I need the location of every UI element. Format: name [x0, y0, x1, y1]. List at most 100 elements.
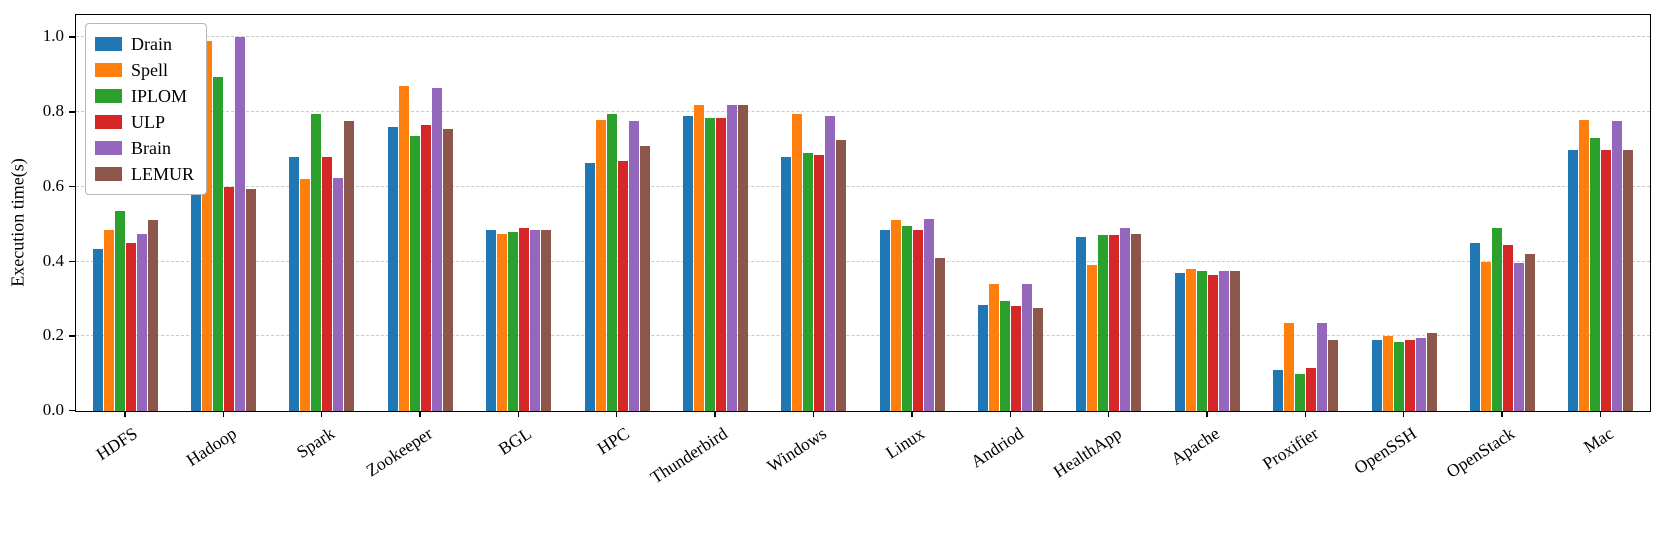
- bar-lemur-thunderbird: [737, 104, 748, 411]
- bar-brain-andriod: [1022, 283, 1033, 411]
- bar-iplom-proxifier: [1295, 373, 1306, 411]
- legend-swatch-icon: [95, 63, 122, 77]
- legend-item-iplom: IPLOM: [95, 83, 194, 109]
- bar-lemur-openstack: [1524, 254, 1535, 411]
- bar-iplom-openstack: [1491, 227, 1502, 411]
- bar-spell-apache: [1185, 269, 1196, 411]
- bar-brain-hpc: [628, 121, 639, 411]
- y-tick-mark: [69, 260, 75, 262]
- gridline: [76, 335, 1650, 337]
- bar-drain-hpc: [584, 162, 595, 411]
- bar-drain-mac: [1568, 149, 1579, 411]
- bar-iplom-thunderbird: [704, 117, 715, 411]
- y-tick-label: 0.4: [42, 250, 64, 270]
- legend-label: ULP: [131, 112, 166, 132]
- bar-spell-hadoop: [202, 41, 213, 411]
- x-tick-mark: [1009, 411, 1011, 417]
- legend: Drain Spell IPLOM ULP Brain LEMUR: [85, 23, 207, 195]
- bar-brain-windows: [825, 115, 836, 411]
- x-tick-label-openssh: OpenSSH: [1350, 423, 1420, 478]
- x-tick-mark: [812, 411, 815, 417]
- bar-drain-zookeeper: [387, 127, 398, 411]
- bar-spell-bgl: [497, 233, 508, 411]
- legend-swatch-icon: [95, 115, 122, 129]
- legend-label: Spell: [131, 60, 169, 80]
- legend-item-drain: Drain: [95, 31, 194, 57]
- bar-brain-healthapp: [1120, 227, 1131, 411]
- bar-lemur-apache: [1229, 270, 1240, 411]
- legend-swatch-icon: [95, 141, 122, 155]
- bar-ulp-linux: [912, 229, 923, 411]
- bar-iplom-andriod: [1000, 300, 1011, 411]
- legend-item-spell: Spell: [95, 57, 194, 83]
- x-tick-label-mac: Mac: [1579, 423, 1617, 457]
- gridline: [76, 260, 1650, 262]
- bar-lemur-windows: [836, 140, 847, 411]
- bar-lemur-zookeeper: [442, 128, 453, 411]
- bar-iplom-windows: [803, 153, 814, 411]
- bar-ulp-windows: [814, 155, 825, 411]
- bar-iplom-healthapp: [1098, 235, 1109, 411]
- bar-drain-bgl: [486, 229, 497, 411]
- x-tick-mark: [517, 411, 520, 417]
- bar-iplom-hdfs: [114, 211, 125, 411]
- bar-drain-openstack: [1469, 242, 1480, 411]
- x-tick-label-andriod: Andriod: [966, 423, 1027, 472]
- y-tick-mark: [69, 410, 75, 412]
- bar-ulp-hadoop: [224, 186, 235, 411]
- y-tick-mark: [69, 335, 75, 337]
- y-tick-label: 0.8: [42, 101, 64, 121]
- y-tick-label: 0.2: [42, 325, 64, 345]
- bar-lemur-mac: [1623, 149, 1634, 411]
- bar-spell-hdfs: [103, 229, 114, 411]
- bar-brain-hdfs: [136, 233, 147, 411]
- bar-iplom-zookeeper: [409, 136, 420, 411]
- legend-swatch-icon: [95, 37, 122, 51]
- bar-spell-hpc: [595, 119, 606, 411]
- y-tick-mark: [69, 36, 75, 38]
- bar-spell-healthapp: [1087, 265, 1098, 411]
- x-tick-mark: [616, 411, 618, 417]
- bar-ulp-healthapp: [1109, 235, 1120, 411]
- bar-brain-proxifier: [1317, 323, 1328, 411]
- x-tick-mark: [222, 411, 224, 417]
- y-tick-label: 1.0: [42, 26, 64, 46]
- bar-spell-thunderbird: [693, 104, 704, 411]
- bar-ulp-apache: [1207, 274, 1218, 411]
- x-tick-mark: [1403, 411, 1405, 417]
- bar-ulp-proxifier: [1306, 368, 1317, 411]
- bar-ulp-mac: [1601, 149, 1612, 411]
- bar-drain-linux: [879, 229, 890, 411]
- bar-spell-windows: [792, 114, 803, 411]
- bar-spell-spark: [300, 179, 311, 411]
- legend-swatch-icon: [95, 167, 122, 181]
- bar-spell-andriod: [989, 283, 1000, 411]
- bar-ulp-bgl: [519, 227, 530, 411]
- bar-lemur-healthapp: [1131, 233, 1142, 411]
- bar-ulp-zookeeper: [420, 125, 431, 411]
- x-tick-label-hpc: HPC: [593, 423, 633, 459]
- legend-item-lemur: LEMUR: [95, 161, 194, 187]
- x-tick-mark: [1304, 411, 1307, 417]
- legend-item-ulp: ULP: [95, 109, 194, 135]
- y-tick-label: 0.6: [42, 175, 64, 195]
- y-axis-label: Execution time(s): [7, 158, 28, 287]
- bar-lemur-spark: [344, 121, 355, 411]
- x-tick-mark: [320, 411, 323, 417]
- legend-label: IPLOM: [131, 86, 188, 106]
- x-tick-mark: [419, 411, 421, 417]
- bar-lemur-hadoop: [246, 188, 257, 411]
- bar-drain-healthapp: [1076, 237, 1087, 411]
- bar-brain-openstack: [1513, 263, 1524, 411]
- bar-brain-openssh: [1415, 338, 1426, 411]
- bar-spell-proxifier: [1284, 323, 1295, 411]
- y-tick-label: 0.0: [42, 400, 64, 419]
- bar-iplom-hpc: [606, 114, 617, 411]
- x-tick-mark: [1599, 411, 1602, 417]
- bar-ulp-thunderbird: [715, 117, 726, 411]
- bar-lemur-hpc: [639, 145, 650, 411]
- bar-brain-hadoop: [235, 37, 246, 411]
- gridline: [76, 36, 1650, 38]
- bar-iplom-mac: [1590, 138, 1601, 411]
